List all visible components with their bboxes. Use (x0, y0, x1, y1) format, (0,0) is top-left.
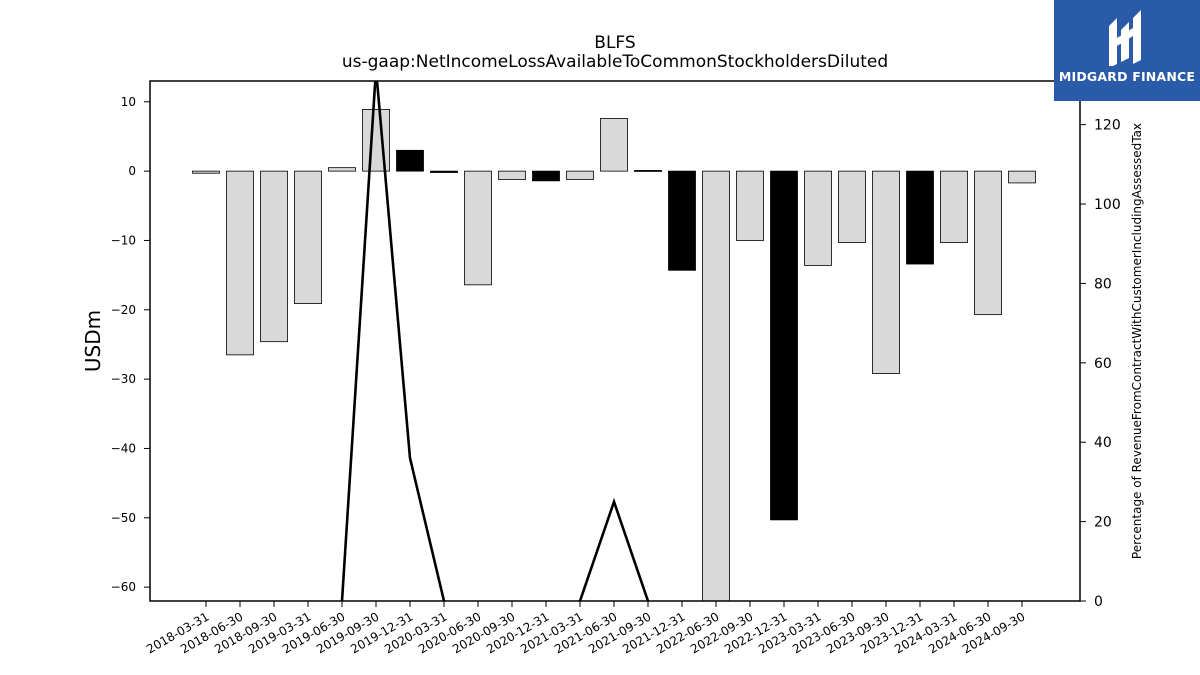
bar-2020-06-30 (464, 170, 492, 286)
bar-2021-12-31 (668, 170, 696, 271)
y-tick-label: −20 (111, 303, 136, 317)
brand-name: MIDGARD FINANCE (1058, 69, 1196, 84)
bar-2022-06-30 (702, 170, 730, 601)
y-tick-label: −50 (111, 511, 136, 525)
bar-2018-06-30 (226, 170, 254, 356)
bar-2020-12-31 (532, 170, 560, 182)
plot-frame (149, 80, 1081, 602)
y2-tick-label: 60 (1094, 356, 1112, 372)
bar-2018-03-31 (192, 170, 220, 174)
line-segment-0 (340, 81, 446, 601)
bar-2023-03-31 (804, 170, 832, 266)
y-tick-label: −30 (111, 372, 136, 386)
bar-2022-09-30 (736, 170, 764, 241)
bar-2024-06-30 (974, 170, 1002, 316)
line-segment-1 (578, 497, 650, 601)
chart-title: BLFS (594, 33, 636, 53)
chart-subtitle: us-gaap:NetIncomeLossAvailableToCommonSt… (341, 52, 889, 72)
bar-2021-06-30 (600, 118, 628, 172)
y2-tick-label: 120 (1094, 118, 1121, 134)
bar-2024-09-30 (1008, 170, 1036, 184)
bar-2022-12-31 (770, 170, 798, 521)
y2-tick-label: 0 (1094, 594, 1103, 610)
bar-2023-09-30 (872, 170, 900, 374)
bar-2019-03-31 (294, 170, 322, 304)
bar-2023-06-30 (838, 170, 866, 243)
y2-tick-label: 20 (1094, 515, 1112, 531)
y-tick-label: −40 (111, 441, 136, 455)
y2-axis-label: Percentage of RevenueFromContractWithCus… (1130, 123, 1144, 559)
bar-2019-06-30 (328, 167, 356, 172)
y-tick-label: −10 (111, 233, 136, 247)
bar-2024-03-31 (940, 170, 968, 243)
y-tick-label: −60 (111, 580, 136, 594)
bar-2018-09-30 (260, 170, 288, 343)
bar-2023-12-31 (906, 170, 934, 265)
y-tick-label: 0 (128, 164, 136, 178)
bar-2019-12-31 (396, 149, 424, 172)
y2-tick-label: 80 (1094, 276, 1112, 292)
bar-2021-03-31 (566, 170, 594, 180)
bar-2021-09-30 (634, 170, 662, 172)
y-axis-label: USDm (81, 310, 105, 372)
y2-tick-label: 100 (1094, 197, 1121, 213)
midgard-logo-icon (1109, 10, 1141, 66)
bar-2020-09-30 (498, 170, 526, 180)
bar-2020-03-31 (430, 170, 458, 173)
bar-2019-09-30 (362, 109, 390, 172)
y-tick-label: 10 (121, 95, 136, 109)
y2-tick-label: 40 (1094, 435, 1112, 451)
brand-logo: MIDGARD FINANCE (1054, 0, 1200, 101)
